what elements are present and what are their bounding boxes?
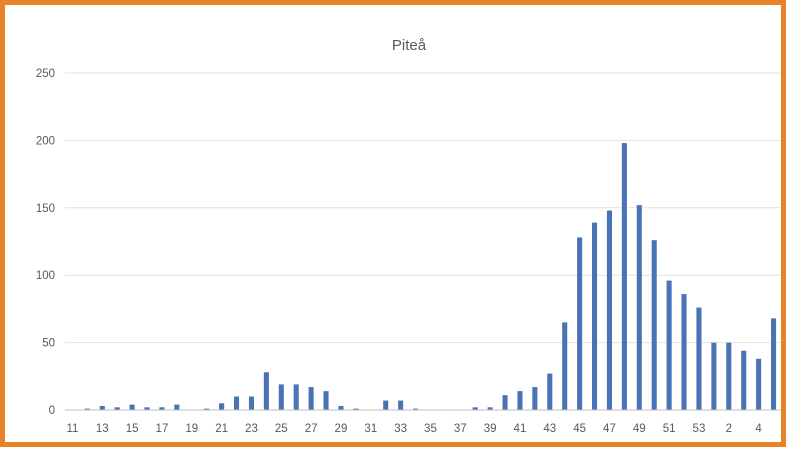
gridlines	[65, 72, 781, 344]
y-tick-label: 150	[36, 203, 55, 215]
bar-week-24	[263, 372, 269, 410]
bar-week-26	[293, 384, 299, 410]
bar-week-18	[174, 404, 180, 410]
bar-week-30	[353, 408, 359, 410]
bar-week-27	[308, 387, 314, 410]
bar-week-14	[114, 407, 120, 410]
bar-week-49	[636, 205, 642, 410]
bar-week-1	[711, 342, 717, 410]
x-tick-label: 21	[215, 423, 228, 435]
x-tick-label: 17	[156, 423, 169, 435]
y-tick-label: 50	[42, 338, 55, 350]
bar-week-28	[323, 391, 329, 410]
bar-week-13	[99, 405, 105, 410]
y-axis-ticks: 0 50 100 150 200 250	[36, 68, 55, 417]
bar-week-40	[502, 395, 508, 410]
bar-week-12	[84, 408, 90, 410]
bar-chart: Piteå 0 50 100 150 200 250 11 13 15 17 19 21 23 25 27…	[36, 37, 781, 435]
bar-week-29	[338, 405, 344, 410]
bar-week-45	[577, 237, 583, 410]
bar-week-42	[532, 387, 538, 410]
x-tick-label: 45	[573, 423, 586, 435]
x-tick-label: 15	[126, 423, 139, 435]
chart-title: Piteå	[392, 37, 427, 54]
bar-week-47	[606, 210, 612, 410]
bar-week-38	[472, 407, 478, 410]
bar-week-2	[726, 342, 732, 410]
bar-week-48	[621, 143, 627, 410]
bar-week-51	[666, 280, 672, 410]
x-tick-label: 41	[514, 423, 527, 435]
x-tick-label: 23	[245, 423, 258, 435]
x-tick-label: 25	[275, 423, 288, 435]
x-tick-label: 11	[66, 423, 78, 435]
bar-week-22	[234, 396, 240, 410]
bar-week-43	[547, 373, 553, 410]
x-tick-label: 2	[726, 423, 732, 435]
x-tick-label: 33	[394, 423, 407, 435]
y-tick-label: 200	[36, 135, 55, 147]
bar-week-23	[248, 396, 254, 410]
bar-week-3	[741, 350, 747, 410]
bar-week-5	[771, 318, 777, 410]
bar-week-15	[129, 404, 135, 410]
bar-week-33	[398, 400, 404, 410]
x-tick-label: 4	[755, 423, 762, 435]
x-tick-label: 51	[663, 423, 676, 435]
bar-week-16	[144, 407, 150, 410]
bar-week-41	[517, 391, 523, 410]
x-tick-label: 27	[305, 423, 318, 435]
x-tick-label: 43	[543, 423, 556, 435]
bar-week-52	[681, 294, 687, 410]
x-tick-label: 29	[335, 423, 348, 435]
x-tick-label: 19	[185, 423, 198, 435]
bar-week-21	[219, 403, 225, 410]
bar-week-32	[383, 400, 389, 410]
bar-week-53	[696, 307, 702, 410]
bar-week-46	[592, 222, 598, 410]
x-tick-label: 13	[96, 423, 109, 435]
x-tick-label: 39	[484, 423, 497, 435]
bar-week-50	[651, 240, 657, 410]
y-tick-label: 250	[36, 68, 55, 80]
bar-week-4	[756, 358, 762, 410]
x-tick-label: 53	[693, 423, 706, 435]
x-tick-label: 35	[424, 423, 437, 435]
bar-week-17	[159, 407, 165, 410]
x-tick-label: 31	[364, 423, 377, 435]
x-tick-label: 47	[603, 423, 616, 435]
y-tick-label: 0	[49, 405, 55, 417]
x-tick-label: 37	[454, 423, 467, 435]
bars	[84, 143, 777, 410]
bar-week-39	[487, 407, 493, 410]
x-tick-label: 49	[633, 423, 646, 435]
x-axis-ticks: 11 13 15 17 19 21 23 25 27 29 31 33 35 37 39 41 43 45 47 49…	[66, 423, 762, 435]
y-tick-label: 100	[36, 270, 55, 282]
bar-week-20	[204, 408, 210, 410]
bar-week-34	[413, 408, 419, 410]
bar-week-25	[278, 384, 284, 410]
bar-week-44	[562, 322, 568, 410]
